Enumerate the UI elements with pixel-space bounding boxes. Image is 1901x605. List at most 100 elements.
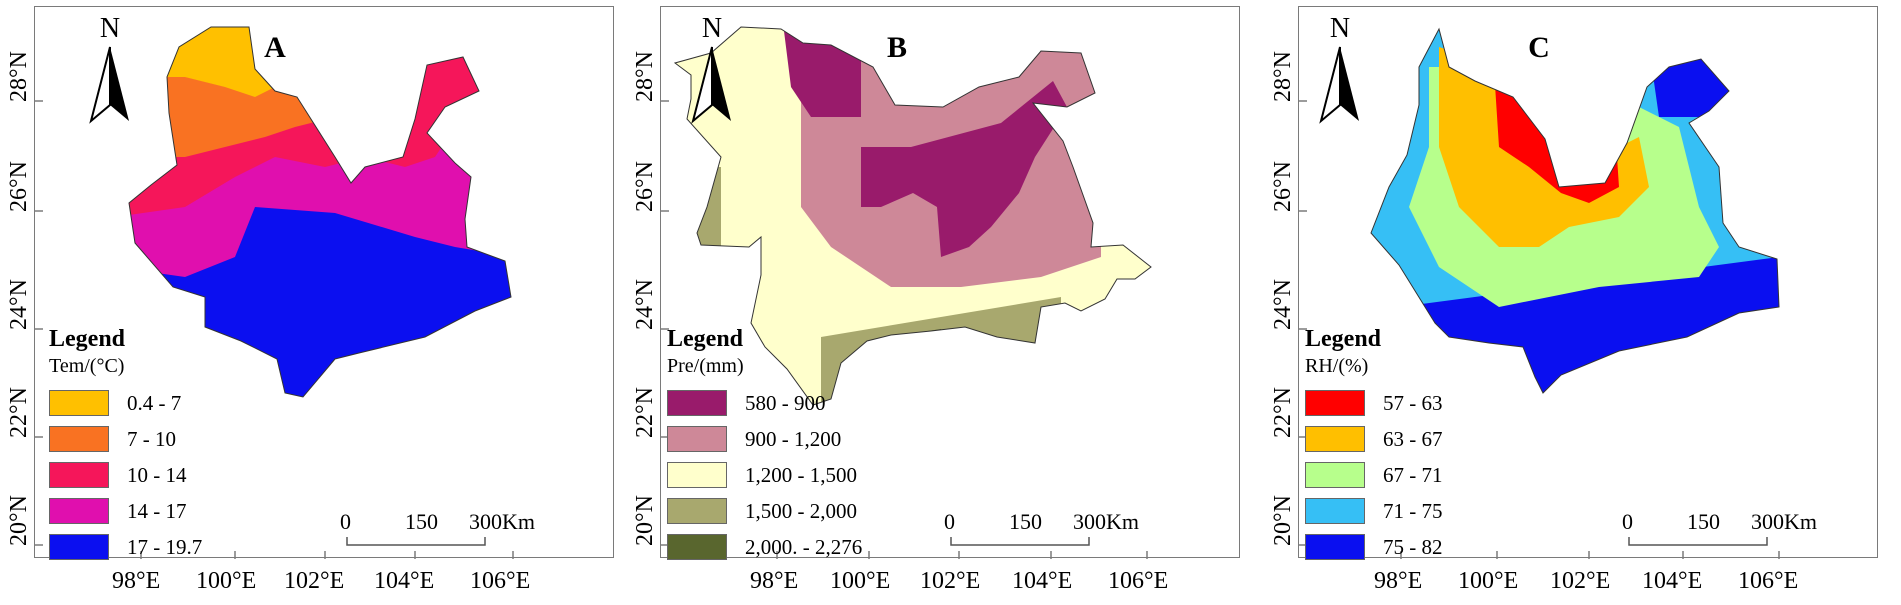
legend-item: 2,000. - 2,276 [667,529,862,565]
north-arrow-icon: N [1311,13,1369,127]
legend-label: 67 - 71 [1383,462,1443,487]
legend-label: 14 - 17 [127,498,187,523]
legend-item: 580 - 900 [667,385,862,421]
lon-label-104-a: 104°E [374,568,435,594]
north-arrow-icon: N [683,13,741,127]
legend-item: 75 - 82 [1305,529,1443,565]
legend-swatch [49,462,109,488]
legend-item: 17 - 19.7 [49,529,202,565]
legend-subtitle: Tem/(°C) [49,355,125,377]
scale-end: 300Km [469,509,535,534]
scale-bar: 0 150 300Km [340,509,535,546]
legend-swatch [667,426,727,452]
legend-swatch [667,390,727,416]
legend-label: 17 - 19.7 [127,534,203,559]
lat-label-24-b: 24°N [632,279,658,330]
legend-title: Legend [49,326,126,352]
panel-letter: C [1528,31,1550,64]
scale-end: 300Km [1073,509,1139,534]
lat-label-28-c: 28°N [1270,51,1296,102]
legend-item: 0.4 - 7 [49,385,202,421]
scale-bar: 0 150 300Km [1622,509,1817,546]
legend-swatch [1305,462,1365,488]
lat-label-28-b: 28°N [632,51,658,102]
legend-label: 71 - 75 [1383,498,1443,523]
legend-item: 10 - 14 [49,457,202,493]
lon-label-100-a: 100°E [196,568,257,594]
legend-swatch [49,498,109,524]
scale-end: 300Km [1751,509,1817,534]
legend-swatch [49,390,109,416]
legend-label: 63 - 67 [1383,426,1443,451]
legend-item: 71 - 75 [1305,493,1443,529]
lon-label-106-c: 106°E [1738,568,1799,594]
legend-item: 63 - 67 [1305,421,1443,457]
legend-item: 900 - 1,200 [667,421,862,457]
legend-swatch [1305,426,1365,452]
legend-label: 75 - 82 [1383,534,1443,559]
map-b-drawing [661,26,1152,559]
legend: Legend Tem/(°C) 0.4 - 7 7 - 10 10 - 14 1… [49,325,202,565]
legend-item: 67 - 71 [1305,457,1443,493]
lon-label-106-a: 106°E [470,568,531,594]
scale-zero: 0 [944,509,955,534]
legend-swatch [1305,534,1365,560]
legend-swatch [667,462,727,488]
scale-bar: 0 150 300Km [944,509,1139,546]
scale-zero: 0 [340,509,351,534]
legend-label: 580 - 900 [745,390,826,415]
legend-title: Legend [667,326,744,352]
lon-label-102-b: 102°E [920,568,981,594]
legend-swatch [667,498,727,524]
map-panel-c: C N Legend RH/(%) 57 - 63 63 - 67 67 - 7… [1298,6,1878,560]
north-arrow-icon: N [81,13,139,127]
lon-label-100-c: 100°E [1458,568,1519,594]
legend: Legend RH/(%) 57 - 63 63 - 67 67 - 71 71… [1305,325,1443,565]
region-c-57-63-tip [1439,29,1469,47]
legend-label: 2,000. - 2,276 [745,534,863,559]
scale-zero: 0 [1622,509,1633,534]
legend-item: 1,500 - 2,000 [667,493,862,529]
legend-title: Legend [1305,326,1382,352]
region-b-580-900-center [861,81,1067,257]
panel-letter: A [264,31,286,64]
legend-subtitle: Pre/(mm) [667,355,744,377]
legend-label: 7 - 10 [127,426,176,451]
lon-label-104-c: 104°E [1642,568,1703,594]
lat-label-22-b: 22°N [632,387,658,438]
legend-label: 10 - 14 [127,462,187,487]
lat-label-24: 24°N [6,279,32,330]
lat-label-22-c: 22°N [1270,387,1296,438]
map-panel-a: A N Legend Tem/(°C) 0.4 - 7 7 - 10 10 - … [34,6,614,560]
map-a-drawing [35,26,514,559]
lon-label-102-a: 102°E [284,568,345,594]
legend-label: 0.4 - 7 [127,390,182,415]
lat-label-26-b: 26°N [632,161,658,212]
lat-label-26-c: 26°N [1270,161,1296,212]
legend-swatch [667,534,727,560]
legend-subtitle: RH/(%) [1305,355,1369,377]
lat-label-20: 20°N [6,495,32,546]
lat-label-26: 26°N [6,161,32,212]
lon-label-102-c: 102°E [1550,568,1611,594]
legend: Legend Pre/(mm) 580 - 900 900 - 1,200 1,… [667,325,862,565]
lat-label-28: 28°N [6,51,32,102]
lon-label-98-b: 98°E [750,568,799,594]
legend-label: 1,500 - 2,000 [745,498,857,523]
legend-swatch [49,534,109,560]
scale-mid: 150 [405,509,438,534]
region-b-1500-2000-west [675,167,721,257]
region-c-75-82-north [1649,47,1739,117]
legend-label: 900 - 1,200 [745,426,842,451]
lon-label-100-b: 100°E [830,568,891,594]
lat-label-22: 22°N [6,387,32,438]
legend-item: 57 - 63 [1305,385,1443,421]
map-panel-b: B N Legend Pre/(mm) 580 - 900 900 - 1,20… [660,6,1240,560]
legend-item: 14 - 17 [49,493,202,529]
legend-label: 1,200 - 1,500 [745,462,857,487]
legend-item: 7 - 10 [49,421,202,457]
legend-item: 1,200 - 1,500 [667,457,862,493]
lat-label-24-c: 24°N [1270,279,1296,330]
lat-label-20-c: 20°N [1270,495,1296,546]
lon-label-98-c: 98°E [1374,568,1423,594]
